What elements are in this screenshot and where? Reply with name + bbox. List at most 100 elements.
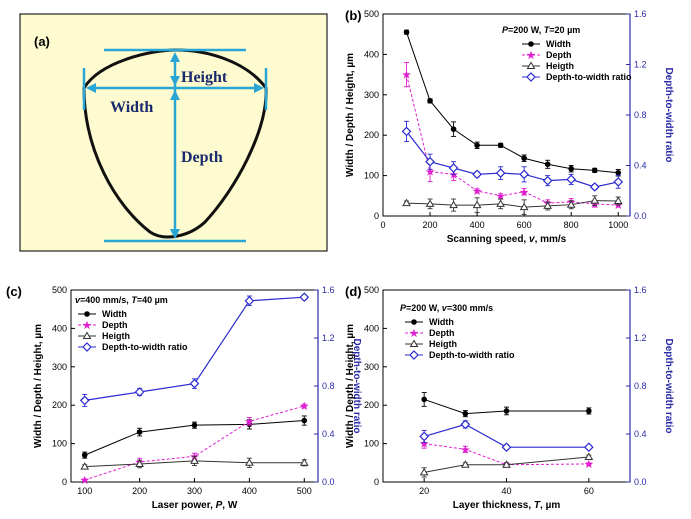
data-point-height [566, 200, 576, 208]
x-axis-title-part: P [216, 500, 223, 511]
condition-part: v [75, 295, 81, 305]
y-tick-label: 300 [364, 362, 379, 372]
x-axis-title-part: v [529, 234, 536, 245]
series-line-height [406, 200, 619, 208]
x-axis-title-part: , mm/s [535, 234, 567, 245]
data-point-height [190, 456, 199, 464]
data-point-depth: ★ [496, 191, 505, 202]
y-tick-label: 200 [52, 400, 67, 410]
y-tick-label: 300 [52, 362, 67, 372]
data-point-depth: ★ [473, 186, 482, 197]
y-axis-title: Width / Depth / Height, µm [33, 324, 44, 448]
width-arrow-left-head [86, 83, 96, 93]
series-depth: ★★★★★ [80, 401, 309, 486]
y-tick-label: 100 [364, 171, 379, 181]
data-point-width [474, 142, 480, 149]
legend-label-depth: Depth [429, 328, 455, 338]
y2-tick-label: 0.0 [322, 477, 335, 487]
legend-marker-ratio [409, 350, 419, 360]
condition-part: =400 mm/s, [80, 295, 131, 305]
series-line-depth [424, 443, 589, 466]
data-point-width [615, 169, 622, 176]
panel-label: (b) [345, 8, 362, 23]
data-point-width [497, 142, 504, 149]
data-point-width [427, 98, 433, 104]
panel-label: (d) [345, 284, 362, 299]
data-point-height [402, 198, 411, 207]
data-point-height [590, 196, 600, 204]
data-point-ratio [501, 442, 512, 453]
y-tick-label: 0 [374, 211, 379, 221]
x-tick-label: 20 [419, 486, 429, 496]
width-label: Width [110, 99, 153, 116]
x-tick-label: 800 [564, 220, 579, 230]
y-tick-label: 100 [364, 439, 379, 449]
condition-part: v [442, 303, 448, 313]
series-line-depth [406, 74, 619, 206]
data-point-ratio [189, 378, 200, 389]
depth-arrow-top-head [170, 90, 180, 100]
legend-label-height: Heigth [102, 331, 130, 341]
data-point-height [519, 202, 529, 211]
depth-arrow-bottom-head [170, 229, 180, 239]
data-point-ratio [519, 169, 529, 180]
legend-label-ratio: Depth-to-width ratio [546, 72, 632, 82]
chart-panel-d: (d) 20 40 60 0 100 200 300 400 500 0.0 0.4 0.8 1.2 1.6… [345, 284, 674, 511]
legend-label-ratio: Depth-to-width ratio [429, 350, 515, 360]
series-line-width [424, 398, 589, 415]
condition-part: =200 W, [508, 25, 544, 35]
depth-label: Depth [181, 149, 223, 166]
data-point-width [421, 396, 427, 403]
data-point-ratio [566, 174, 577, 185]
y2-axis-title: Depth-to-width ratio [663, 339, 674, 434]
y2-axis-title: Depth-to-width ratio [663, 68, 674, 163]
legend-marker-depth: ★ [527, 51, 536, 62]
data-point-height [80, 462, 90, 470]
data-point-ratio [419, 431, 430, 442]
data-point-ratio [460, 419, 471, 430]
height-arrow-top-head [170, 52, 180, 62]
data-point-width [136, 429, 143, 435]
y2-tick-label: 0.0 [634, 477, 647, 487]
series-line-height [424, 456, 589, 473]
x-tick-label: 200 [423, 220, 438, 230]
data-point-ratio [495, 168, 506, 178]
y2-tick-label: 1.6 [634, 285, 647, 295]
data-point-depth: ★ [520, 187, 529, 198]
data-point-depth: ★ [245, 417, 254, 428]
data-point-width [568, 165, 574, 172]
data-point-height [425, 199, 435, 207]
y2-tick-label: 0.8 [634, 110, 647, 120]
data-point-width [81, 452, 88, 458]
data-point-width [521, 155, 527, 162]
data-point-width [591, 167, 598, 174]
series-width [403, 29, 622, 177]
legend-label-depth: Depth [102, 320, 128, 330]
series-depth: ★★★★★★★★★★ [402, 62, 623, 212]
legend-marker-height [82, 331, 92, 339]
x-tick-label: 200 [132, 486, 147, 496]
condition-part: P [502, 25, 509, 35]
condition-part: P [400, 303, 407, 313]
panel-a-diagram: (a) Height Width Depth [19, 13, 328, 252]
data-point-width [301, 417, 308, 424]
data-point-depth: ★ [449, 170, 458, 181]
data-point-ratio [542, 175, 553, 186]
y2-tick-label: 1.2 [634, 60, 647, 70]
y2-tick-label: 0.4 [634, 161, 647, 171]
data-point-depth: ★ [420, 439, 429, 450]
series-line-ratio [423, 423, 589, 448]
condition-text: P=200 W, v=300 mm/s [400, 303, 493, 313]
data-point-ratio [299, 292, 310, 303]
data-point-width [191, 422, 198, 428]
x-axis-title-part: Laser power, [152, 500, 216, 511]
data-point-height [245, 458, 254, 466]
data-point-ratio [613, 177, 624, 187]
data-point-height [419, 467, 429, 476]
x-axis-title: Layer thickness, T, µm [453, 500, 561, 511]
legend-label-height: Heigth [546, 61, 574, 71]
x-tick-label: 0 [380, 220, 385, 230]
